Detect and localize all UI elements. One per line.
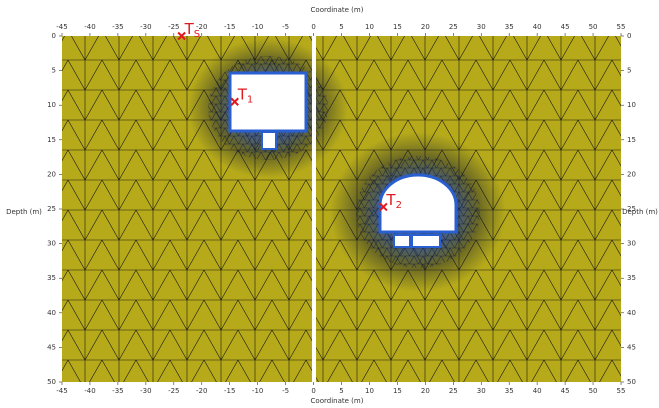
x-axis-title: Coordinate (m) bbox=[311, 397, 364, 405]
x-tick-label: 25 bbox=[449, 23, 458, 31]
divider bbox=[312, 36, 316, 382]
y-tick-label: 0 bbox=[52, 32, 56, 40]
y-tick-label: 25 bbox=[627, 205, 636, 213]
x-tick-label: 10 bbox=[365, 23, 374, 31]
x-tick-label: 30 bbox=[477, 23, 486, 31]
x-tick-label: 55 bbox=[617, 387, 626, 395]
x-tick-label: 55 bbox=[617, 23, 626, 31]
x-tick-label: -10 bbox=[252, 23, 263, 31]
x-tick-label: -20 bbox=[196, 387, 207, 395]
opening bbox=[394, 235, 410, 247]
x-tick-label: 0 bbox=[311, 387, 315, 395]
y-tick-label: 5 bbox=[627, 67, 631, 75]
y-tick-label: 30 bbox=[627, 240, 636, 248]
x-tick-label: 45 bbox=[561, 23, 570, 31]
y-tick-label: 40 bbox=[627, 309, 636, 317]
y-tick-label: 20 bbox=[627, 170, 636, 178]
x-tick-label: -5 bbox=[282, 23, 289, 31]
x-tick-label: 15 bbox=[393, 23, 402, 31]
x-tick-label: 10 bbox=[365, 387, 374, 395]
x-tick-label: -15 bbox=[224, 387, 235, 395]
x-tick-label: -30 bbox=[140, 387, 151, 395]
opening bbox=[412, 235, 440, 247]
y-tick-label: 15 bbox=[47, 136, 56, 144]
x-tick-label: 20 bbox=[421, 387, 430, 395]
x-tick-label: 40 bbox=[533, 23, 542, 31]
y-tick-label: 15 bbox=[627, 136, 636, 144]
x-tick-label: 35 bbox=[505, 387, 514, 395]
y-tick-label: 35 bbox=[47, 274, 56, 282]
y-tick-label: 10 bbox=[47, 101, 56, 109]
x-tick-label: 50 bbox=[589, 23, 598, 31]
x-tick-label: -10 bbox=[252, 387, 263, 395]
y-tick-label: 45 bbox=[47, 343, 56, 351]
y-tick-label: 50 bbox=[47, 378, 56, 386]
point-label-sub: 2 bbox=[396, 200, 402, 211]
x-tick-label: -15 bbox=[224, 23, 235, 31]
x-tick-label: 5 bbox=[339, 23, 343, 31]
x-tick-label: -45 bbox=[56, 23, 67, 31]
y-tick-label: 25 bbox=[47, 205, 56, 213]
x-tick-label: 45 bbox=[561, 387, 570, 395]
x-tick-label: 25 bbox=[449, 387, 458, 395]
x-tick-label: 35 bbox=[505, 23, 514, 31]
opening bbox=[262, 132, 276, 149]
y-tick-label: 35 bbox=[627, 274, 636, 282]
y-tick-label: 5 bbox=[52, 67, 56, 75]
y-tick-label: 20 bbox=[47, 170, 56, 178]
x-tick-label: -25 bbox=[168, 387, 179, 395]
x-tick-label: 15 bbox=[393, 387, 402, 395]
x-tick-label: -40 bbox=[84, 387, 95, 395]
x-tick-label: 0 bbox=[311, 23, 315, 31]
plot-area bbox=[62, 36, 621, 382]
y-tick-label: 0 bbox=[627, 32, 631, 40]
x-tick-label: -40 bbox=[84, 23, 95, 31]
x-axis-title: Coordinate (m) bbox=[311, 6, 364, 14]
x-tick-label: 40 bbox=[533, 387, 542, 395]
y-tick-label: 50 bbox=[627, 378, 636, 386]
y-tick-label: 40 bbox=[47, 309, 56, 317]
point-label-sub: S bbox=[194, 29, 200, 40]
y-tick-label: 30 bbox=[47, 240, 56, 248]
x-tick-label: -35 bbox=[112, 387, 123, 395]
x-tick-label: -5 bbox=[282, 387, 289, 395]
point-label-sub: 1 bbox=[247, 95, 253, 106]
chart: Coordinate (m) Coordinate (m) Depth (m) … bbox=[0, 0, 659, 408]
y-tick-label: 10 bbox=[627, 101, 636, 109]
x-tick-label: 50 bbox=[589, 387, 598, 395]
x-tick-label: -45 bbox=[56, 387, 67, 395]
x-tick-label: 20 bbox=[421, 23, 430, 31]
x-tick-label: 30 bbox=[477, 387, 486, 395]
y-axis-title: Depth (m) bbox=[6, 208, 42, 216]
x-tick-label: -25 bbox=[168, 23, 179, 31]
x-tick-label: -30 bbox=[140, 23, 151, 31]
x-tick-label: 5 bbox=[339, 387, 343, 395]
x-tick-label: -35 bbox=[112, 23, 123, 31]
y-tick-label: 45 bbox=[627, 343, 636, 351]
